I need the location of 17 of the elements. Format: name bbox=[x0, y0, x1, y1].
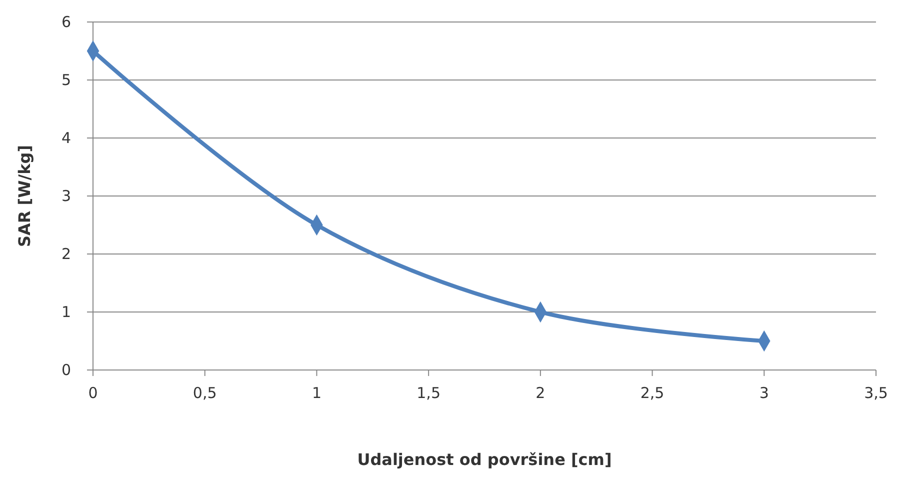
x-tick-label: 1 bbox=[312, 384, 322, 402]
x-tick-label: 1,5 bbox=[416, 384, 440, 402]
y-tick-label: 4 bbox=[61, 129, 71, 147]
y-tick-label: 6 bbox=[61, 13, 71, 31]
x-tick-label: 2,5 bbox=[640, 384, 664, 402]
y-tick-label: 0 bbox=[61, 361, 71, 379]
y-tick-label: 1 bbox=[61, 303, 71, 321]
y-tick-label: 2 bbox=[61, 245, 71, 263]
y-axis-title: SAR [W/kg] bbox=[15, 144, 34, 248]
x-axis-title: Udaljenost od površine [cm] bbox=[357, 450, 612, 469]
x-tick-label: 0 bbox=[88, 384, 98, 402]
y-tick-label: 3 bbox=[61, 187, 71, 205]
y-tick-label: 5 bbox=[61, 71, 71, 89]
x-tick-label: 0,5 bbox=[192, 384, 217, 402]
x-tick-label: 2 bbox=[536, 384, 546, 402]
x-tick-label: 3 bbox=[759, 384, 769, 402]
x-tick-label: 3,5 bbox=[864, 384, 888, 402]
